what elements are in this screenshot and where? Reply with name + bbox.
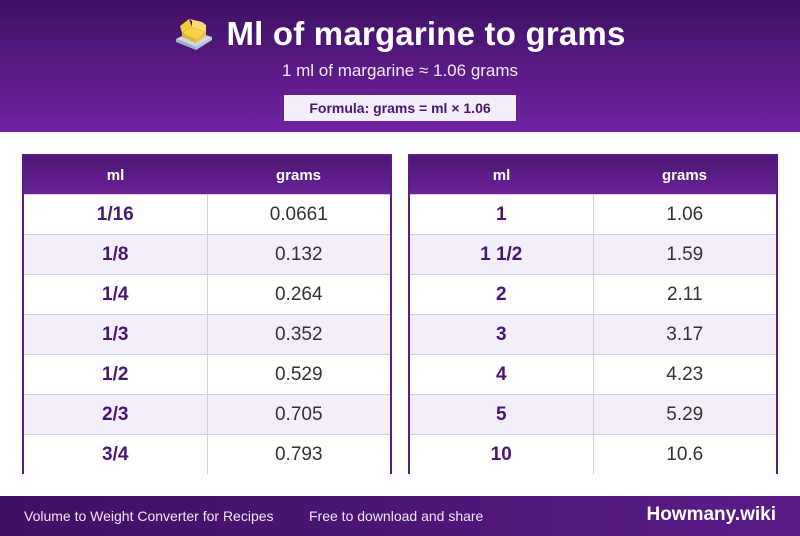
grams-cell: 0.705 [274, 403, 323, 425]
grams-cell: 5.29 [666, 403, 704, 425]
grams-cell: 0.132 [274, 243, 323, 265]
column-header-grams: grams [275, 166, 322, 184]
ml-cell: 1/4 [24, 275, 208, 314]
ml-cell: 10 [410, 435, 594, 474]
title-row: Ml of margarine to grams [0, 14, 800, 54]
table-row: 1 1.06 [410, 194, 776, 234]
column-header-ml: ml [106, 166, 125, 184]
ml-cell: 1 [410, 195, 594, 234]
subtitle: 1 ml of margarine ≈ 1.06 grams [281, 61, 519, 80]
grams-cell: 4.23 [666, 363, 704, 385]
table-row: 1/16 0.0661 [24, 194, 390, 234]
conversion-table-left: ml grams 1/16 0.0661 1/8 0.132 1/4 0.264… [22, 154, 392, 474]
table-header: ml grams [410, 156, 776, 194]
grams-cell: 0.0661 [269, 203, 328, 225]
footer-tagline: Volume to Weight Converter for Recipes [24, 508, 274, 524]
table-row: 1 1/2 1.59 [410, 234, 776, 274]
ml-cell: 1 1/2 [410, 235, 594, 274]
footer-note: Free to download and share [309, 508, 484, 524]
header: Ml of margarine to grams 1 ml of margari… [0, 0, 800, 132]
ml-cell: 3/4 [24, 435, 208, 474]
ml-cell: 3 [410, 315, 594, 354]
grams-cell: 1.06 [666, 203, 704, 225]
table-row: 1/2 0.529 [24, 354, 390, 394]
table-row: 1/8 0.132 [24, 234, 390, 274]
column-header-ml: ml [492, 166, 511, 184]
grams-cell: 2.11 [666, 283, 703, 305]
grams-cell: 0.529 [274, 363, 323, 385]
grams-cell: 0.352 [274, 323, 323, 345]
table-row: 4 4.23 [410, 354, 776, 394]
table-row: 5 5.29 [410, 394, 776, 434]
grams-cell: 3.17 [666, 323, 704, 345]
ml-cell: 2/3 [24, 395, 208, 434]
ml-cell: 1/8 [24, 235, 208, 274]
ml-cell: 5 [410, 395, 594, 434]
brand-logo[interactable]: Howmany.wiki [646, 504, 776, 525]
ml-cell: 4 [410, 355, 594, 394]
footer: Volume to Weight Converter for Recipes F… [0, 496, 800, 536]
grams-cell: 1.59 [666, 243, 704, 265]
formula-badge: Formula: grams = ml × 1.06 [284, 95, 516, 121]
table-row: 2/3 0.705 [24, 394, 390, 434]
butter-icon [174, 17, 214, 51]
table-row: 2 2.11 [410, 274, 776, 314]
grams-cell: 0.793 [274, 443, 323, 465]
table-row: 1/4 0.264 [24, 274, 390, 314]
table-row: 10 10.6 [410, 434, 776, 474]
ml-cell: 1/16 [24, 195, 208, 234]
table-row: 3/4 0.793 [24, 434, 390, 474]
conversion-table-right: ml grams 1 1.06 1 1/2 1.59 2 2.11 3 3.17… [408, 154, 778, 474]
ml-cell: 1/3 [24, 315, 208, 354]
grams-cell: 10.6 [666, 443, 704, 465]
ml-cell: 1/2 [24, 355, 208, 394]
ml-cell: 2 [410, 275, 594, 314]
page-title: Ml of margarine to grams [226, 15, 626, 52]
table-row: 3 3.17 [410, 314, 776, 354]
table-header: ml grams [24, 156, 390, 194]
column-header-grams: grams [661, 166, 708, 184]
table-row: 1/3 0.352 [24, 314, 390, 354]
grams-cell: 0.264 [274, 283, 323, 305]
